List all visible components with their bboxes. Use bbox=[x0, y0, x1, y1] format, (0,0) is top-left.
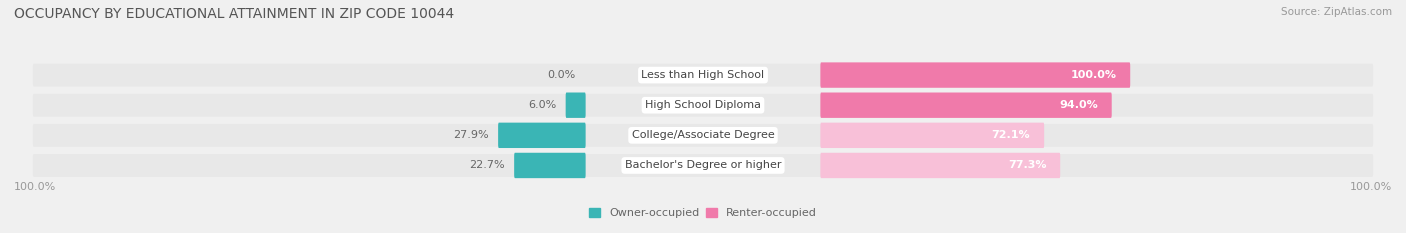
FancyBboxPatch shape bbox=[515, 153, 586, 178]
FancyBboxPatch shape bbox=[820, 93, 1112, 118]
Text: 0.0%: 0.0% bbox=[547, 70, 575, 80]
Text: OCCUPANCY BY EDUCATIONAL ATTAINMENT IN ZIP CODE 10044: OCCUPANCY BY EDUCATIONAL ATTAINMENT IN Z… bbox=[14, 7, 454, 21]
Text: Bachelor's Degree or higher: Bachelor's Degree or higher bbox=[624, 161, 782, 171]
Legend: Owner-occupied, Renter-occupied: Owner-occupied, Renter-occupied bbox=[585, 204, 821, 223]
Text: 77.3%: 77.3% bbox=[1008, 161, 1046, 171]
Text: 22.7%: 22.7% bbox=[470, 161, 505, 171]
Text: 6.0%: 6.0% bbox=[529, 100, 557, 110]
FancyBboxPatch shape bbox=[32, 124, 1374, 147]
Text: Less than High School: Less than High School bbox=[641, 70, 765, 80]
FancyBboxPatch shape bbox=[32, 64, 1374, 86]
FancyBboxPatch shape bbox=[498, 123, 586, 148]
Text: Source: ZipAtlas.com: Source: ZipAtlas.com bbox=[1281, 7, 1392, 17]
Text: 94.0%: 94.0% bbox=[1059, 100, 1098, 110]
FancyBboxPatch shape bbox=[820, 153, 1060, 178]
FancyBboxPatch shape bbox=[820, 123, 1045, 148]
Text: 100.0%: 100.0% bbox=[1070, 70, 1116, 80]
Text: 100.0%: 100.0% bbox=[1350, 182, 1392, 192]
FancyBboxPatch shape bbox=[32, 154, 1374, 177]
Text: College/Associate Degree: College/Associate Degree bbox=[631, 130, 775, 140]
Text: High School Diploma: High School Diploma bbox=[645, 100, 761, 110]
Text: 72.1%: 72.1% bbox=[991, 130, 1031, 140]
FancyBboxPatch shape bbox=[32, 94, 1374, 117]
Text: 27.9%: 27.9% bbox=[453, 130, 489, 140]
FancyBboxPatch shape bbox=[565, 93, 586, 118]
FancyBboxPatch shape bbox=[820, 62, 1130, 88]
Text: 100.0%: 100.0% bbox=[14, 182, 56, 192]
